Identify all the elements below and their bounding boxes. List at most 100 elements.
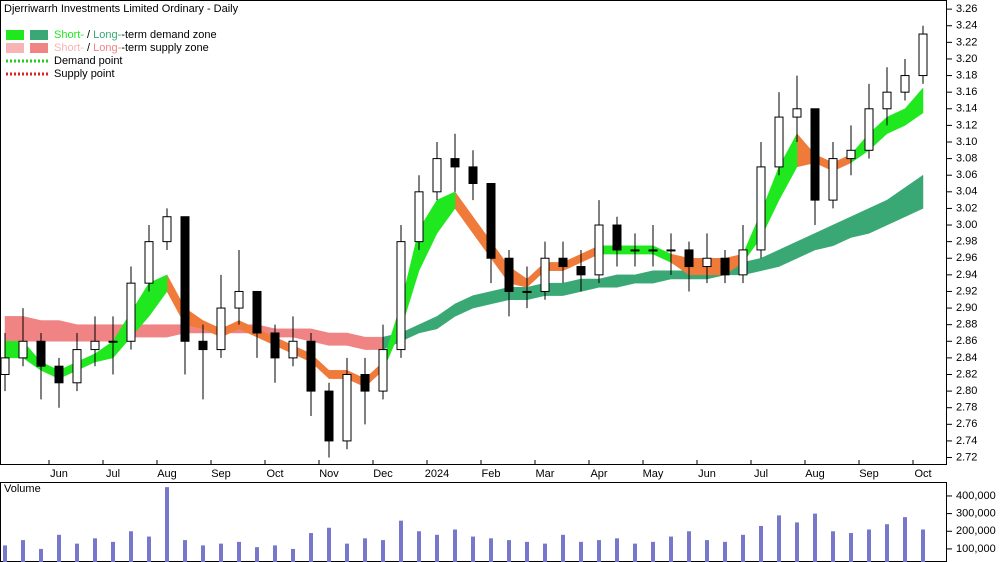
- y-tick-label: 2.74: [956, 435, 977, 447]
- candle-body: [378, 349, 388, 392]
- candle-body: [216, 307, 226, 351]
- y-tick-label: 3.08: [956, 153, 977, 165]
- x-tick-label: Apr: [590, 468, 607, 480]
- y-tick-label: 2.72: [956, 451, 977, 463]
- candle-body: [414, 191, 424, 243]
- volume-bar: [561, 534, 565, 562]
- candle-body: [630, 249, 640, 252]
- candle-body: [234, 290, 244, 309]
- volume-bar: [741, 534, 745, 562]
- volume-bar: [417, 531, 421, 562]
- x-tick-label: Jul: [106, 468, 120, 480]
- volume-bar: [543, 543, 547, 562]
- volume-bar: [777, 515, 781, 562]
- volume-tick-label: 300,000: [956, 508, 996, 520]
- legend-swatch: [30, 43, 48, 53]
- y-tick-label: 3.16: [956, 86, 977, 98]
- volume-bar: [921, 529, 925, 562]
- volume-bar: [831, 531, 835, 562]
- x-tick-label: Oct: [266, 468, 283, 480]
- candle-body: [882, 91, 892, 110]
- volume-bar: [633, 543, 637, 562]
- candle-body: [72, 349, 82, 384]
- x-tick-label: 2024: [425, 468, 449, 480]
- x-tick-label: Oct: [914, 468, 931, 480]
- candle-body: [774, 116, 784, 168]
- y-tick-label: 3.18: [956, 69, 977, 81]
- zone-band: [382, 174, 924, 350]
- y-tick-label: 2.82: [956, 368, 977, 380]
- candle-body: [18, 340, 28, 359]
- volume-bars: [3, 487, 925, 562]
- y-tick-label: 3.00: [956, 219, 977, 231]
- x-tick-label: Jun: [50, 468, 68, 480]
- chart-title: Djerriwarrh Investments Limited Ordinary…: [4, 3, 239, 15]
- volume-bar: [147, 536, 151, 562]
- volume-tick-label: 400,000: [956, 490, 996, 502]
- candle-body: [558, 257, 568, 268]
- candle-body: [162, 216, 172, 243]
- volume-bar: [885, 524, 889, 562]
- candle-body: [180, 216, 190, 342]
- volume-bar: [273, 545, 277, 562]
- candle-body: [468, 166, 478, 185]
- volume-bar: [669, 536, 673, 562]
- y-tick-label: 3.14: [956, 103, 977, 115]
- y-tick-label: 2.92: [956, 285, 977, 297]
- zone-band: [742, 133, 798, 264]
- volume-bar: [813, 513, 817, 562]
- candle-body: [612, 224, 622, 251]
- candle-body: [738, 249, 748, 276]
- candle-body: [270, 332, 280, 359]
- volume-bar: [579, 541, 583, 562]
- volume-bar: [129, 531, 133, 562]
- volume-bar: [255, 547, 259, 562]
- volume-bar: [201, 545, 205, 562]
- legend-label: Demand point: [54, 55, 123, 67]
- candle-body: [144, 241, 154, 284]
- axes: 2.72 2.74 2.76 2.78 2.80 2.82 2.84 2.86 2.88 2.90…: [48, 3, 996, 555]
- x-tick-label: May: [643, 468, 664, 480]
- volume-bar: [327, 527, 331, 562]
- volume-bar: [363, 538, 367, 562]
- volume-bar: [723, 541, 727, 562]
- volume-bar: [381, 540, 385, 562]
- x-tick-label: Jun: [698, 468, 716, 480]
- candle-body: [486, 183, 496, 259]
- candle-body: [666, 249, 676, 252]
- candle-body: [702, 257, 712, 268]
- volume-bar: [867, 529, 871, 562]
- candle-body: [342, 373, 352, 442]
- legend-label: Short- / Long--term supply zone: [54, 42, 209, 54]
- volume-bar: [849, 533, 853, 562]
- volume-bar: [795, 522, 799, 562]
- volume-bar: [21, 540, 25, 562]
- legend-part: /: [84, 29, 93, 41]
- candle-body: [90, 340, 100, 351]
- candle-body: [36, 340, 46, 367]
- candle-body: [648, 249, 658, 252]
- y-tick-label: 2.90: [956, 302, 977, 314]
- volume-bar: [525, 541, 529, 562]
- volume-tick-label: 100,000: [956, 543, 996, 555]
- volume-bar: [57, 534, 61, 562]
- volume-bar: [75, 543, 79, 562]
- x-tick-label: Feb: [482, 468, 501, 480]
- y-tick-label: 3.04: [956, 186, 977, 198]
- y-tick-label: 2.78: [956, 402, 977, 414]
- y-tick-label: 2.94: [956, 269, 977, 281]
- candle-body: [864, 108, 874, 151]
- volume-bar: [3, 545, 7, 562]
- candle-body: [684, 249, 694, 268]
- candle-body: [900, 75, 910, 93]
- volume-bar: [687, 531, 691, 562]
- x-tick-label: Aug: [805, 468, 825, 480]
- candle-body: [756, 166, 766, 251]
- candle-body: [720, 257, 730, 276]
- volume-bar: [759, 525, 763, 562]
- candle-body: [450, 158, 460, 168]
- x-tick-label: Jul: [754, 468, 768, 480]
- candle-body: [324, 390, 334, 442]
